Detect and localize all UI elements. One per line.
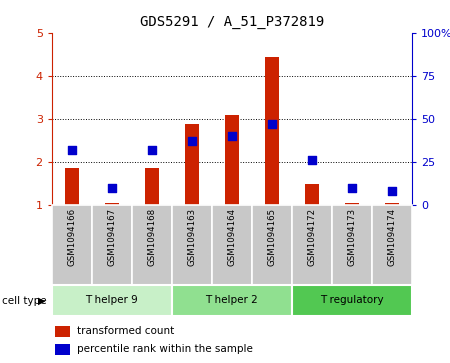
Text: ▶: ▶: [37, 295, 45, 306]
Text: GSM1094167: GSM1094167: [107, 208, 116, 266]
Bar: [332, 205, 372, 285]
Bar: [212, 205, 252, 285]
Bar: [55, 344, 70, 355]
Bar: [92, 205, 132, 285]
Point: [268, 121, 275, 127]
Bar: [105, 203, 119, 205]
Point: [108, 185, 115, 191]
Bar: [385, 203, 399, 205]
Text: GSM1094164: GSM1094164: [227, 208, 236, 266]
Text: GSM1094173: GSM1094173: [347, 208, 356, 266]
Bar: [185, 124, 199, 205]
Text: T helper 2: T helper 2: [205, 295, 258, 305]
Point: [388, 188, 396, 194]
Title: GDS5291 / A_51_P372819: GDS5291 / A_51_P372819: [140, 15, 324, 29]
Point: [348, 185, 356, 191]
Bar: [52, 285, 172, 316]
Text: cell type: cell type: [2, 295, 47, 306]
Bar: [225, 115, 239, 205]
Bar: [65, 168, 79, 205]
Point: [228, 133, 235, 139]
Point: [308, 158, 315, 163]
Bar: [252, 205, 292, 285]
Bar: [172, 285, 292, 316]
Bar: [132, 205, 172, 285]
Bar: [145, 168, 159, 205]
Bar: [52, 205, 92, 285]
Text: GSM1094165: GSM1094165: [267, 208, 276, 266]
Text: percentile rank within the sample: percentile rank within the sample: [77, 344, 253, 354]
Bar: [55, 326, 70, 337]
Text: GSM1094174: GSM1094174: [387, 208, 396, 266]
Bar: [345, 203, 359, 205]
Text: T regulatory: T regulatory: [320, 295, 383, 305]
Point: [68, 147, 75, 153]
Text: GSM1094168: GSM1094168: [147, 208, 156, 266]
Text: transformed count: transformed count: [77, 326, 174, 336]
Bar: [305, 184, 319, 205]
Bar: [292, 285, 412, 316]
Point: [188, 138, 195, 144]
Bar: [265, 57, 279, 205]
Bar: [172, 205, 212, 285]
Text: T helper 9: T helper 9: [86, 295, 138, 305]
Point: [148, 147, 155, 153]
Bar: [292, 205, 332, 285]
Text: GSM1094166: GSM1094166: [67, 208, 76, 266]
Text: GSM1094172: GSM1094172: [307, 208, 316, 266]
Text: GSM1094163: GSM1094163: [187, 208, 196, 266]
Bar: [372, 205, 412, 285]
